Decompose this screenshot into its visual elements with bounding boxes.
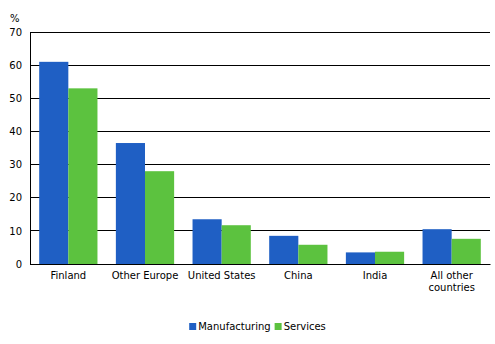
- tick: All othercountries: [428, 264, 474, 293]
- tick-label: United States: [188, 270, 256, 281]
- series: [68, 88, 480, 264]
- tick-label: 20: [9, 192, 22, 203]
- tick-label: 60: [9, 60, 22, 71]
- grid-line: [30, 264, 490, 265]
- tick: India: [363, 264, 388, 281]
- bar: [423, 229, 452, 264]
- bars: [39, 62, 481, 264]
- tick: 60: [9, 60, 30, 71]
- grid: [30, 32, 490, 264]
- grid-line: [30, 164, 490, 165]
- x-axis: Finland Other Europe United States China Ind…: [31, 264, 491, 293]
- tick: Other Europe: [112, 264, 179, 281]
- grid-line: [30, 65, 490, 66]
- tick: 10: [9, 226, 30, 237]
- legend-item: Manufacturing: [189, 321, 270, 332]
- tick: China: [284, 264, 313, 281]
- legend-item: Services: [275, 321, 326, 332]
- bar: [375, 252, 404, 264]
- tick-label: Finland: [50, 270, 86, 281]
- bar: [269, 236, 298, 264]
- tick: 50: [9, 93, 30, 104]
- bar: [145, 171, 174, 264]
- axis-title: %: [10, 13, 20, 24]
- legend-label: Manufacturing: [198, 321, 270, 332]
- legend-label: Services: [284, 321, 326, 332]
- tick: Finland: [50, 264, 86, 281]
- bar: [452, 239, 481, 264]
- tick-label: 50: [9, 93, 22, 104]
- bar: [68, 88, 97, 264]
- legend-swatch: [275, 323, 282, 330]
- tick-label: 70: [9, 27, 22, 38]
- tick-label: All othercountries: [428, 270, 474, 293]
- bar: [346, 252, 375, 264]
- axis-line: [31, 264, 491, 265]
- tick-label: India: [363, 270, 388, 281]
- legend-swatch: [189, 323, 196, 330]
- tick-label: 40: [9, 126, 22, 137]
- grid-line: [30, 32, 490, 33]
- tick: 30: [9, 159, 30, 170]
- tick: 40: [9, 126, 30, 137]
- grid-line: [30, 131, 490, 132]
- tick: 20: [9, 192, 30, 203]
- y-axis: 0 10 20 30 40 50 60 70: [9, 27, 30, 270]
- bar: [222, 225, 251, 264]
- grid-line: [30, 230, 490, 231]
- tick: United States: [188, 264, 256, 281]
- tick: 0: [16, 259, 30, 270]
- tick-label: 0: [16, 259, 22, 270]
- bar: [116, 143, 145, 264]
- bar: [193, 219, 222, 264]
- grid-line: [30, 197, 490, 198]
- tick: 70: [9, 27, 30, 38]
- bar: [298, 245, 327, 264]
- chart: 0 10 20 30 40 50 60 70 Finland Other Europe United…: [0, 0, 495, 344]
- plot: 0 10 20 30 40 50 60 70 Finland Other Europe United…: [9, 27, 490, 293]
- tick-label: China: [284, 270, 313, 281]
- grid-line: [30, 98, 490, 99]
- bar: [39, 62, 68, 264]
- legend: Manufacturing Services: [189, 321, 326, 332]
- tick-label: 10: [9, 226, 22, 237]
- tick-label: Other Europe: [112, 270, 179, 281]
- axis-line: [30, 33, 31, 265]
- tick-label: 30: [9, 159, 22, 170]
- series: [39, 62, 451, 264]
